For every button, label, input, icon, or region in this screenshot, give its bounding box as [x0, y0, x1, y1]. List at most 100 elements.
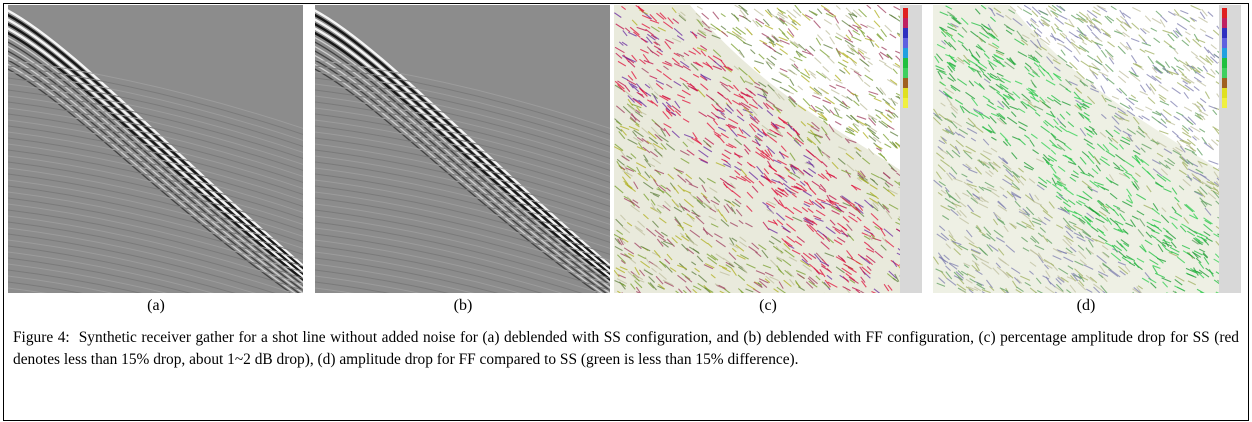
amplitude-speck: [767, 132, 777, 138]
amplitude-speck: [874, 9, 880, 19]
amplitude-speck: [1070, 42, 1076, 49]
amplitude-speck: [721, 30, 729, 38]
amplitude-speck: [791, 193, 798, 198]
seismic-noise: [8, 155, 303, 225]
amplitude-speck: [936, 43, 946, 50]
amplitude-speck: [1161, 244, 1167, 250]
amplitude-speck: [820, 173, 830, 182]
amplitude-speck: [948, 234, 956, 242]
amplitude-speck: [628, 105, 637, 112]
amplitude-speck: [720, 25, 727, 31]
amplitude-speck: [776, 219, 784, 226]
amplitude-speck: [1199, 55, 1210, 64]
amplitude-speck: [626, 171, 633, 177]
amplitude-speck: [955, 271, 964, 279]
amplitude-speck: [715, 253, 725, 260]
amplitude-speck: [854, 21, 862, 28]
amplitude-speck: [851, 287, 861, 292]
amplitude-speck: [1031, 6, 1041, 16]
amplitude-speck: [1205, 237, 1213, 242]
amplitude-speck: [1121, 256, 1132, 264]
amplitude-speck: [1063, 206, 1070, 213]
amplitude-speck: [713, 196, 721, 203]
amplitude-speck: [671, 37, 682, 43]
amplitude-speck: [986, 279, 993, 289]
seismic-noise: [315, 209, 610, 279]
amplitude-speck: [882, 171, 891, 180]
amplitude-speck: [1065, 63, 1073, 69]
amplitude-speck: [682, 118, 690, 123]
amplitude-speck: [1210, 68, 1216, 75]
amplitude-speck: [951, 240, 962, 246]
amplitude-speck: [993, 229, 1004, 238]
amplitude-speck: [614, 84, 623, 91]
amplitude-speck: [696, 196, 704, 203]
amplitude-speck: [966, 189, 973, 197]
amplitude-speck: [695, 215, 705, 225]
amplitude-speck: [1028, 219, 1035, 228]
amplitude-speck: [746, 161, 753, 167]
amplitude-speck: [990, 190, 1000, 198]
amplitude-speck: [868, 135, 877, 142]
amplitude-speck: [1194, 190, 1203, 195]
amplitude-speck: [740, 102, 751, 109]
amplitude-speck: [1017, 51, 1028, 58]
amplitude-speck: [1108, 268, 1119, 277]
amplitude-speck: [972, 193, 981, 200]
amplitude-speck: [632, 130, 638, 137]
amplitude-speck: [781, 225, 790, 233]
amplitude-speck: [981, 289, 991, 293]
amplitude-speck: [992, 161, 1001, 169]
amplitude-speck: [826, 55, 835, 64]
amplitude-speck: [1004, 138, 1012, 147]
amplitude-speck: [898, 186, 900, 189]
amplitude-speck: [933, 112, 941, 119]
amplitude-speck: [864, 199, 874, 209]
amplitude-speck: [641, 23, 651, 29]
colorbar-swatch: [903, 8, 908, 18]
amplitude-speck: [1095, 239, 1105, 245]
amplitude-speck: [948, 230, 954, 238]
amplitude-speck: [813, 87, 823, 95]
amplitude-speck: [1207, 49, 1216, 58]
amplitude-speck: [794, 280, 800, 288]
amplitude-speck: [744, 148, 750, 155]
amplitude-speck: [614, 80, 625, 90]
amplitude-speck: [861, 280, 867, 288]
amplitude-speck: [1078, 112, 1085, 119]
amplitude-speck: [1046, 238, 1053, 244]
seismic-noise: [315, 59, 610, 129]
amplitude-speck: [945, 189, 951, 198]
amplitude-speck: [653, 41, 659, 46]
amplitude-speck: [1036, 28, 1043, 34]
seismic-noise: [8, 59, 303, 129]
amplitude-speck: [961, 44, 968, 51]
amplitude-speck: [971, 195, 979, 204]
amplitude-speck: [749, 107, 758, 116]
amplitude-speck: [686, 82, 695, 88]
amplitude-speck: [1212, 126, 1219, 132]
amplitude-speck: [1199, 28, 1207, 33]
amplitude-speck: [1055, 278, 1062, 285]
amplitude-speck: [1162, 227, 1169, 233]
amplitude-speck: [1030, 88, 1039, 97]
amplitude-speck: [857, 121, 864, 127]
amplitude-speck: [1208, 105, 1218, 110]
amplitude-speck: [1069, 284, 1077, 293]
amplitude-speck: [846, 96, 853, 102]
amplitude-speck: [1003, 225, 1009, 233]
amplitude-speck: [738, 5, 748, 12]
amplitude-speck: [975, 51, 981, 58]
amplitude-speck: [1165, 120, 1176, 126]
amplitude-speck: [1131, 22, 1140, 30]
amplitude-speck: [948, 172, 957, 180]
amplitude-speck: [952, 16, 962, 25]
amplitude-speck: [751, 185, 759, 193]
amplitude-speck: [644, 83, 651, 89]
amplitude-speck: [1055, 286, 1065, 293]
amplitude-speck: [627, 75, 634, 81]
amplitude-speck: [702, 195, 711, 204]
amplitude-speck: [887, 284, 893, 291]
amplitude-speck: [1098, 210, 1107, 217]
amplitude-speck: [936, 152, 945, 160]
